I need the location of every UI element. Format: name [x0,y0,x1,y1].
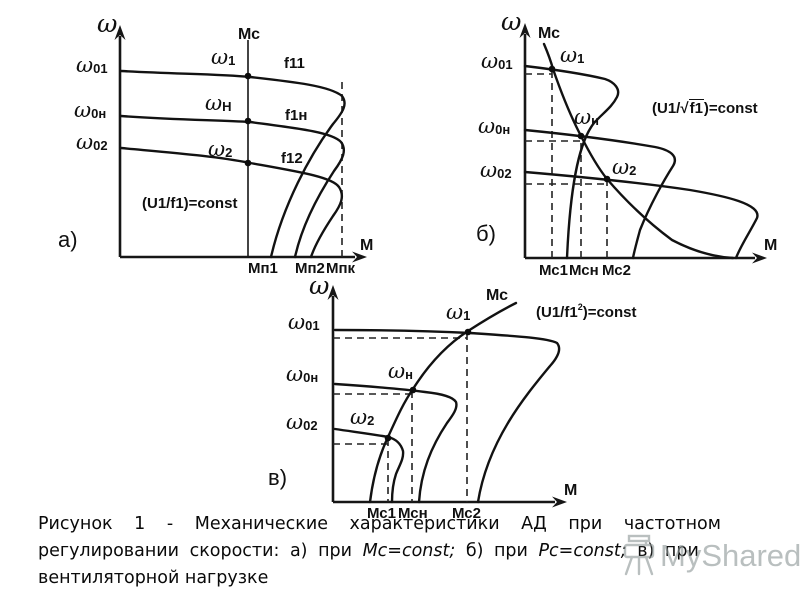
graph-a-xtick-mp2: Мп2 [295,260,325,277]
graph-b-x-axis-label: М [764,237,778,254]
graph-v-point-label-w2: ω2 [350,405,375,429]
graph-a-curve-label-f1n: f1н [285,107,308,124]
graph-v-xtick-mc1: Мс1 [367,505,396,522]
graph-a-y-arrow-icon [114,25,126,40]
graph-a-point-label-w2: ω2 [208,137,233,161]
graph-v-xtick-mcn: Мсн [398,505,428,522]
graph-a-point-wn [244,117,252,125]
graph-b-ytick-w01: ω01 [481,49,513,73]
graph-b-panel-label: б) [476,221,496,246]
graph-b-point-w1 [548,65,556,73]
graph-v-y-axis-label: ω [309,271,330,300]
graph-b-ytick-w0n: ω0н [478,114,511,138]
graph-b-curve-2 [523,128,677,260]
graph-v-ytick-w02: ω02 [286,410,318,434]
graph-a-panel-label: а) [58,227,78,252]
graph-b-point-wn [577,132,585,140]
graph-a-condition-label: (U1/f1)=const [142,195,238,212]
graph-a-point-label-w1: ω1 [211,45,236,69]
graph-v-x-arrow-icon [552,496,567,508]
graph-a-plot [114,25,367,263]
graph-a-curve-f12 [119,146,344,259]
caption-line-1: Рисунок 1 - Механические характеристики … [38,514,721,534]
graph-b-mc-load-curve [542,42,735,260]
graph-b-xtick-mc2: Мс2 [602,262,631,279]
graph-b-ytick-w02: ω02 [480,158,512,182]
graph-v-y-arrow-icon [327,285,339,300]
graph-b-x-arrow-icon [752,252,767,264]
graph-b-y-arrow-icon [519,23,531,38]
graph-v-point-label-w1: ω1 [446,300,471,324]
graph-a-x-arrow-icon [352,251,367,263]
graph-a-ytick-w0n: ω0н [74,98,107,122]
graph-v-curve-3 [333,427,405,504]
graph-b-condition-label: (U1/√f1)=const [652,99,758,117]
graph-a-curve-f11 [119,69,346,259]
graph-v-x-axis-label: М [564,482,578,499]
graph-v-ytick-w0n: ω0н [286,362,319,386]
graph-a-ytick-w01: ω01 [76,53,108,77]
graph-v-point-w2 [384,434,392,442]
graph-b-point-label-w1: ω1 [560,43,585,67]
graph-v-xtick-mc2: Мс2 [452,505,481,522]
graph-a-load-label: Мс [238,26,261,43]
graph-a-ytick-w02: ω02 [76,130,108,154]
graph-v-ytick-w01: ω01 [288,310,320,334]
graph-v-curve-1 [333,328,561,504]
graph-a-xtick-mp1: Мп1 [248,260,278,277]
figure-caption: Рисунок 1 - Механические характеристики … [38,511,764,592]
graph-v-load-label: Мс [486,287,509,304]
graph-b-plot [519,23,767,264]
graph-b-y-axis-label: ω [501,7,522,36]
graph-v-point-w1 [464,328,472,336]
graph-b-point-label-wn: ωн [574,105,599,129]
graph-a-curve-f1n [119,114,345,259]
graph-b-load-label: Мс [538,25,561,42]
graph-a-point-w1 [244,72,252,80]
graph-a-point-label-wn: ωН [205,91,232,115]
graph-v-point-label-wn: ωн [388,359,413,383]
graph-a-y-axis-label: ω [97,9,118,38]
graph-a-curve-label-f11: f11 [284,55,305,72]
graph-b-xtick-mcn: Мсн [569,262,599,279]
graph-a-x-axis-label: М [360,237,374,254]
graph-b-point-w2 [603,175,611,183]
graph-a-xtick-mpk: Мпк [326,260,356,277]
graph-b-point-label-w2: ω2 [612,155,637,179]
graph-v-plot [327,285,567,508]
graph-b-curve-1 [523,64,620,260]
graph-a-point-w2 [244,159,252,167]
graph-v-point-wn [409,386,417,394]
graph-b-xtick-mc1: Мс1 [539,262,568,279]
caption-line-3: вентиляторной нагрузке [38,568,269,588]
graph-v-curve-2 [333,382,458,504]
graph-b-curve-3 [523,170,759,260]
caption-line-2: регулировании скорости: а) при Мс=const;… [38,541,699,561]
graph-a-curve-label-f12: f12 [281,150,303,167]
graph-v-condition-label: (U1/f12)=const [536,302,637,321]
graph-v-panel-label: в) [268,465,288,490]
